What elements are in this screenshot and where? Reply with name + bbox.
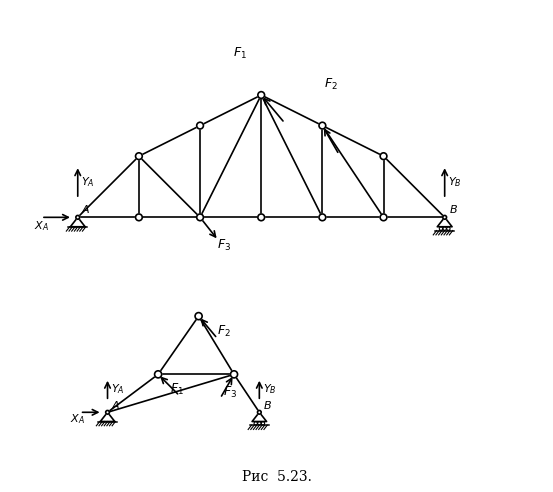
Text: Рис  5.23.: Рис 5.23. — [242, 470, 311, 484]
Text: $Y_B$: $Y_B$ — [448, 176, 462, 189]
Text: $X_A$: $X_A$ — [34, 219, 49, 233]
Circle shape — [135, 153, 142, 159]
Text: $B$: $B$ — [449, 203, 458, 215]
Circle shape — [380, 153, 387, 159]
Text: $Y_A$: $Y_A$ — [111, 382, 124, 396]
Circle shape — [319, 214, 326, 221]
Circle shape — [443, 215, 447, 219]
Text: $X_A$: $X_A$ — [70, 412, 85, 426]
Circle shape — [258, 214, 264, 221]
Circle shape — [231, 371, 238, 378]
Circle shape — [106, 410, 109, 414]
Circle shape — [258, 410, 261, 414]
Text: $F_2$: $F_2$ — [217, 324, 231, 338]
Text: $F_2$: $F_2$ — [324, 77, 337, 92]
Circle shape — [76, 215, 80, 219]
Circle shape — [258, 92, 264, 98]
Text: $Y_B$: $Y_B$ — [263, 382, 276, 396]
Circle shape — [197, 214, 204, 221]
Text: $F_3$: $F_3$ — [217, 238, 231, 253]
Text: $F_3$: $F_3$ — [223, 385, 237, 400]
Text: $A$: $A$ — [81, 203, 91, 215]
Circle shape — [195, 312, 202, 320]
Text: $F_1$: $F_1$ — [170, 382, 184, 398]
Text: $F_1$: $F_1$ — [233, 46, 247, 61]
Circle shape — [380, 214, 387, 221]
Text: $A$: $A$ — [111, 400, 121, 411]
Circle shape — [197, 122, 204, 129]
Text: $B$: $B$ — [263, 400, 272, 411]
Circle shape — [135, 214, 142, 221]
Circle shape — [155, 371, 161, 378]
Text: $Y_A$: $Y_A$ — [81, 176, 95, 189]
Circle shape — [319, 122, 326, 129]
